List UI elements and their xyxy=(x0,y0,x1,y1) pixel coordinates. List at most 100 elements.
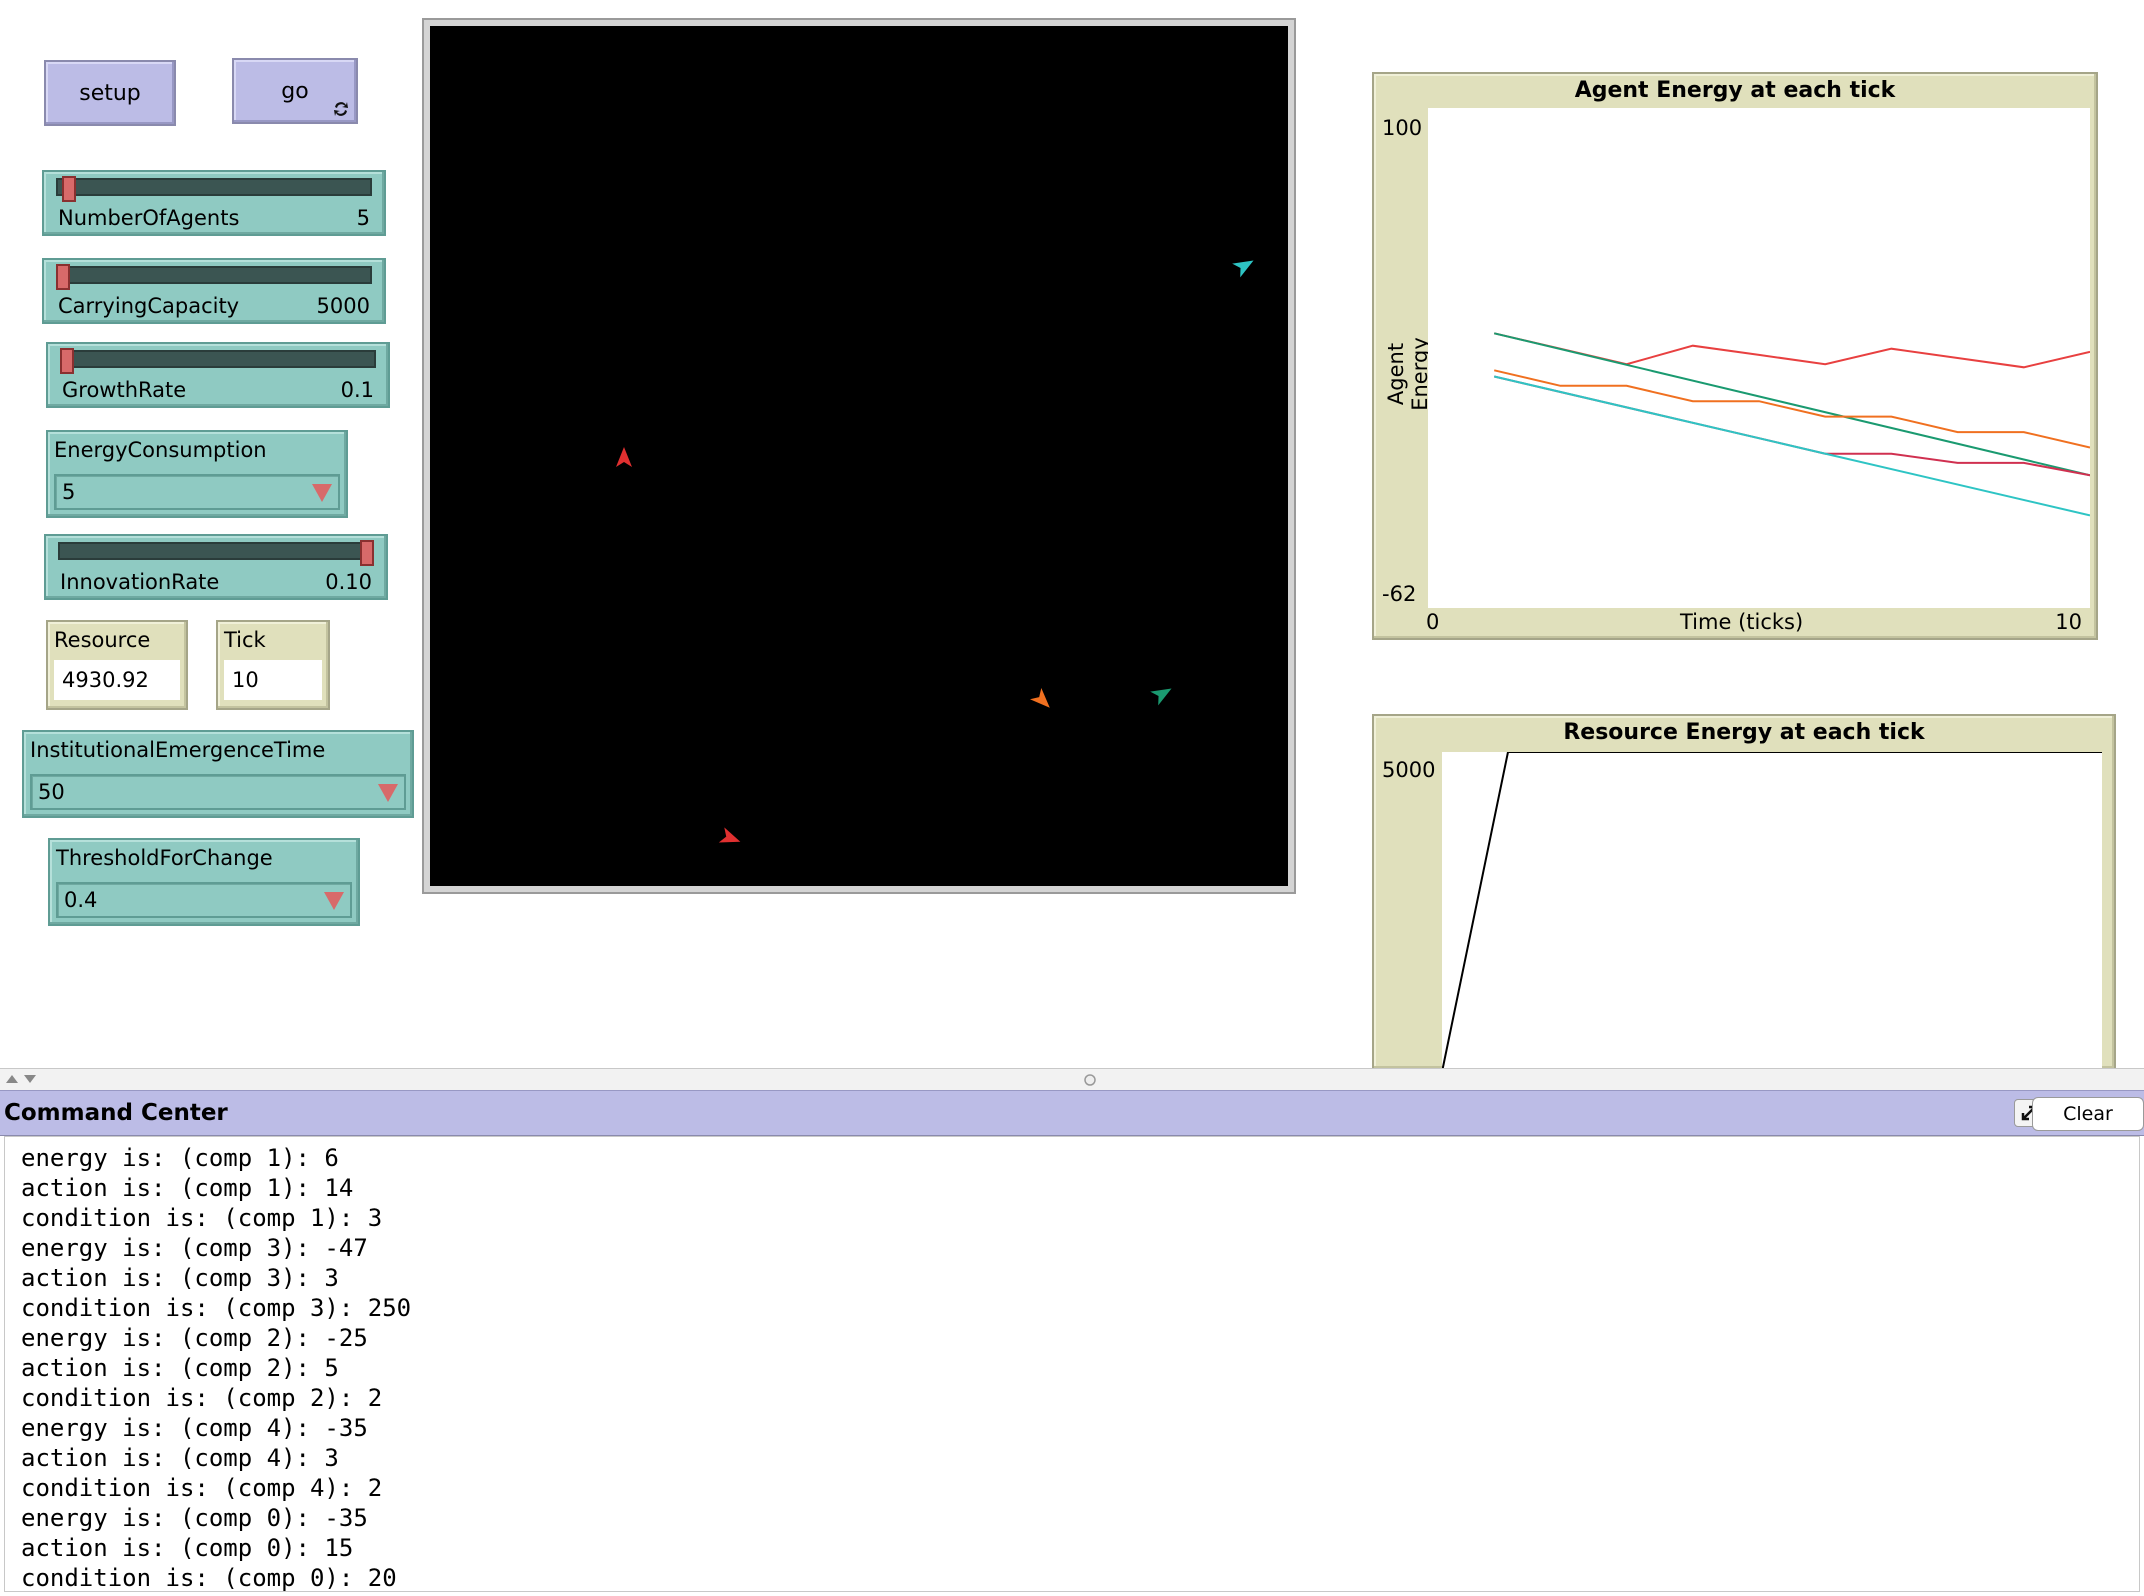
y-min-label: -62 xyxy=(1382,582,1417,606)
plot-area xyxy=(1428,108,2091,608)
turtle-shape xyxy=(1232,260,1254,278)
output-line: action is: (comp 0): 15 xyxy=(21,1534,354,1562)
plot-title: Agent Energy at each tick xyxy=(1574,78,1896,103)
chooser-dropdown[interactable]: 0.4 xyxy=(56,882,352,918)
slider-label: InnovationRate xyxy=(60,570,220,594)
plot-series-line xyxy=(1441,751,2102,1073)
monitor-tick: Tick 10 xyxy=(216,620,330,710)
dropdown-arrow-icon xyxy=(324,892,344,910)
slider-value: 0.1 xyxy=(340,378,374,402)
setup-button[interactable]: setup xyxy=(44,60,176,126)
chooser-value: 50 xyxy=(38,780,65,804)
slider-label: NumberOfAgents xyxy=(58,206,240,230)
chooser-label: InstitutionalEmergenceTime xyxy=(30,738,326,762)
plot-area xyxy=(1441,751,2102,1073)
world-view[interactable] xyxy=(430,26,1288,886)
chooser-value: 5 xyxy=(62,480,76,504)
chooser-dropdown[interactable]: 50 xyxy=(30,774,406,810)
output-line: action is: (comp 4): 3 xyxy=(21,1444,339,1472)
output-line: action is: (comp 2): 5 xyxy=(21,1354,339,1382)
command-center-header: Command Center Clear xyxy=(0,1090,2144,1136)
plot-series-line xyxy=(1493,375,2091,517)
slider-number-of-agents[interactable]: NumberOfAgents 5 xyxy=(42,170,386,236)
slider-value: 5000 xyxy=(316,294,370,318)
output-line: energy is: (comp 1): 6 xyxy=(21,1144,339,1172)
output-line: energy is: (comp 3): -47 xyxy=(21,1234,368,1262)
setup-button-label: setup xyxy=(79,80,141,106)
chooser-institutional-emergence-time[interactable]: InstitutionalEmergenceTime 50 xyxy=(22,730,414,818)
turtle-shape xyxy=(616,447,632,467)
chooser-energy-consumption[interactable]: EnergyConsumption 5 xyxy=(46,430,348,518)
monitor-value: 10 xyxy=(224,660,322,700)
x-min-label: 0 xyxy=(1426,610,1440,634)
slider-track[interactable] xyxy=(56,176,372,202)
plot-series-line xyxy=(1493,369,2091,449)
output-line: condition is: (comp 1): 3 xyxy=(21,1204,383,1232)
slider-track[interactable] xyxy=(60,348,376,374)
slider-knob[interactable] xyxy=(56,264,70,290)
slider-knob[interactable] xyxy=(60,348,74,374)
turtle-agent xyxy=(1150,688,1172,706)
monitor-value: 4930.92 xyxy=(54,660,180,700)
pane-splitter[interactable] xyxy=(0,1068,2144,1090)
chooser-value: 0.4 xyxy=(64,888,98,912)
command-center-output[interactable]: energy is: (comp 1): 6 action is: (comp 1… xyxy=(4,1136,2140,1592)
slider-value: 0.10 xyxy=(325,570,372,594)
output-line: action is: (comp 3): 3 xyxy=(21,1264,339,1292)
slider-knob[interactable] xyxy=(360,540,374,566)
y-max-label: 5000 xyxy=(1382,758,1436,782)
go-button[interactable]: go xyxy=(232,58,358,124)
clear-button-label: Clear xyxy=(2063,1103,2113,1125)
output-line: energy is: (comp 4): -35 xyxy=(21,1414,368,1442)
dropdown-arrow-icon xyxy=(378,784,398,802)
slider-track[interactable] xyxy=(58,540,374,566)
world-canvas xyxy=(616,260,1254,843)
forever-icon xyxy=(334,102,348,116)
splitter-handle-icon[interactable] xyxy=(1083,1073,1097,1087)
chooser-label: ThresholdForChange xyxy=(56,846,273,870)
splitter-arrows-icon[interactable] xyxy=(4,1071,44,1091)
turtle-shape xyxy=(718,827,741,843)
chooser-label: EnergyConsumption xyxy=(54,438,267,462)
agent-plot-svg xyxy=(1493,332,2091,517)
go-button-label: go xyxy=(281,78,309,104)
slider-knob[interactable] xyxy=(62,176,76,202)
command-center-title: Command Center xyxy=(4,1100,228,1126)
slider-innovation-rate[interactable]: InnovationRate 0.10 xyxy=(44,534,388,600)
output-line: condition is: (comp 2): 2 xyxy=(21,1384,383,1412)
slider-growth-rate[interactable]: GrowthRate 0.1 xyxy=(46,342,390,408)
slider-label: CarryingCapacity xyxy=(58,294,240,318)
plot-series-line xyxy=(1493,332,2091,477)
turtle-shape xyxy=(1150,688,1172,706)
x-axis-label: Time (ticks) xyxy=(1680,610,1804,634)
plot-series-line xyxy=(1493,332,2091,369)
slider-carrying-capacity[interactable]: CarryingCapacity 5000 xyxy=(42,258,386,324)
resource-plot-svg xyxy=(1441,751,2102,1073)
turtle-agent xyxy=(718,827,741,843)
output-line: condition is: (comp 0): 20 xyxy=(21,1564,397,1592)
plot-resource-energy: Resource Energy at each tick 5000 xyxy=(1372,714,2116,1073)
x-max-label: 10 xyxy=(2055,610,2082,634)
turtle-agent xyxy=(1232,260,1254,278)
monitor-label: Tick xyxy=(224,628,266,652)
output-line: energy is: (comp 0): -35 xyxy=(21,1504,368,1532)
turtle-agent xyxy=(616,447,632,467)
slider-value: 5 xyxy=(356,206,370,230)
turtle-agent xyxy=(1029,687,1050,708)
world-view-frame xyxy=(422,18,1296,894)
output-line: condition is: (comp 4): 2 xyxy=(21,1474,383,1502)
dropdown-arrow-icon xyxy=(312,484,332,502)
plot-agent-energy: Agent Energy at each tick 100 -62 0 10 T… xyxy=(1372,72,2098,640)
chooser-threshold-for-change[interactable]: ThresholdForChange 0.4 xyxy=(48,838,360,926)
turtle-shape xyxy=(1029,687,1050,708)
y-axis-label: Agent Energy xyxy=(1384,337,1432,411)
slider-label: GrowthRate xyxy=(62,378,187,402)
output-line: condition is: (comp 3): 250 xyxy=(21,1294,412,1322)
monitor-resource: Resource 4930.92 xyxy=(46,620,188,710)
chooser-dropdown[interactable]: 5 xyxy=(54,474,340,510)
slider-track[interactable] xyxy=(56,264,372,290)
plot-series-line xyxy=(1493,375,2091,477)
clear-button[interactable]: Clear xyxy=(2032,1097,2144,1131)
monitor-label: Resource xyxy=(54,628,151,652)
output-line: energy is: (comp 2): -25 xyxy=(21,1324,368,1352)
